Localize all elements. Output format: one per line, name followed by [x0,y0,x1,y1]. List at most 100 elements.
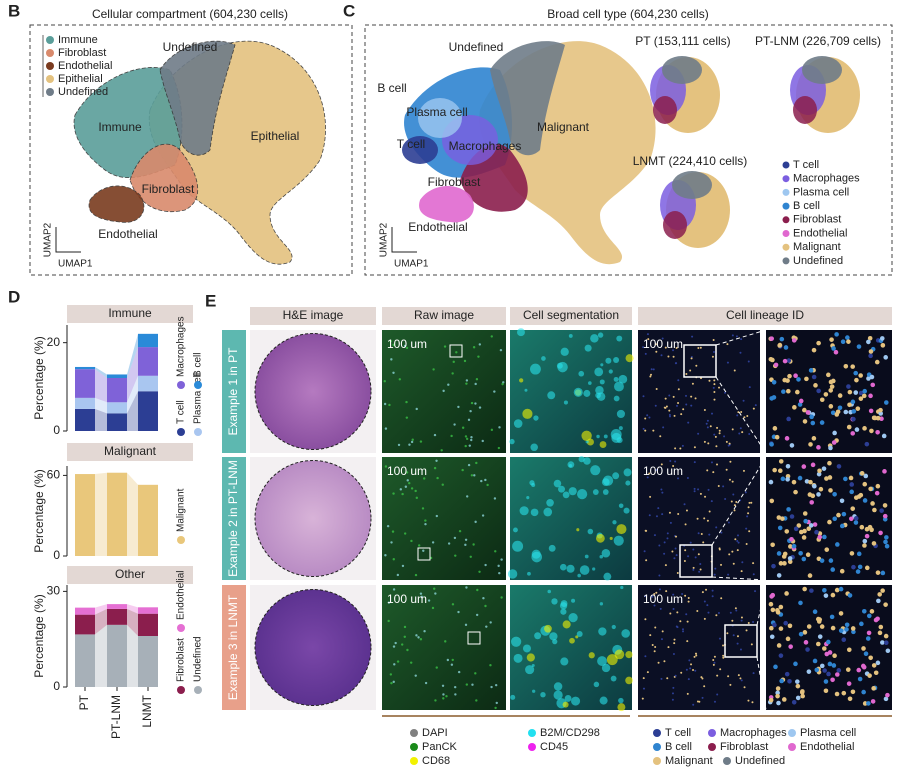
cell [884,543,890,549]
cell [559,563,567,571]
cell [499,348,503,352]
cell [877,592,882,597]
cell [645,559,648,562]
cell [831,440,837,445]
cell [735,335,738,338]
bar-segment [138,333,158,348]
cell [779,336,785,342]
cell [883,640,889,645]
panel-letter: C [343,1,355,20]
cell [494,683,498,687]
cell [778,561,784,566]
cell [433,587,436,590]
cell [708,510,711,513]
cell [707,442,710,445]
cell [868,349,874,354]
cell [645,529,648,532]
cell [659,607,662,610]
legend-label: Plasma cell [193,373,204,424]
cell [597,656,607,666]
cell [883,400,889,405]
legend-label: PanCK [422,741,458,753]
cell [569,637,575,644]
cell [697,432,700,435]
cell [711,412,714,415]
cell [873,617,879,623]
cell [707,611,710,614]
cell [548,544,556,552]
cell [835,542,840,547]
column-header-label: Raw image [414,308,474,322]
column-header-label: H&E image [283,308,344,322]
panel-letter: D [8,287,20,306]
column-header [510,307,632,325]
scale-bar-label: 100 um [643,337,683,351]
cell [798,600,803,606]
cell [846,681,852,686]
cell [625,650,633,659]
cell [406,648,409,652]
cell [871,541,877,546]
cell [801,464,807,469]
legend-label: Undefined [735,755,785,767]
cell [747,512,750,515]
cell [823,679,829,684]
flow-band [95,408,107,431]
cell [747,506,750,509]
cell [746,415,749,418]
cell [599,554,604,559]
cell [717,612,720,615]
cell [692,566,695,569]
cell [697,488,700,491]
row-label: Example 2 in PT-LNM [226,460,240,577]
cell [819,397,825,403]
y-axis-label: Percentage (%) [32,594,46,677]
cell [568,464,573,468]
cell [868,393,873,399]
cell [431,541,435,544]
cell [543,507,553,517]
cell [442,693,445,696]
cell [785,636,791,642]
column-header [382,307,506,325]
legend-label: Macrophages [176,316,187,377]
cell [713,379,716,382]
cell [748,433,751,436]
cell [705,422,708,425]
cell [467,418,471,422]
cell [802,407,807,413]
cell [776,515,782,520]
cell [778,459,784,464]
cell [433,433,437,437]
cell [829,614,835,620]
inset-umap [672,171,712,199]
cell [511,636,522,647]
cell [740,619,743,622]
cell [597,332,604,338]
cell [541,356,546,361]
cell [769,442,774,447]
cell [405,346,409,350]
bar-segment [107,378,127,403]
cell [859,471,865,476]
cell [709,425,712,428]
cell [819,624,825,629]
cell [609,536,613,541]
cell [457,610,460,614]
cell [605,357,612,364]
panel-letter: E [205,291,216,310]
cell [787,559,793,565]
cell [776,643,782,648]
cell [679,620,682,623]
facet-title: Immune [108,306,152,320]
cell [713,700,716,703]
cell [706,426,709,429]
cell [855,569,861,574]
inset-umap [662,56,702,84]
cell [677,477,680,480]
cell [853,516,859,521]
cell [687,678,690,681]
cell [869,374,875,380]
cell [862,498,868,503]
cell [531,664,535,668]
